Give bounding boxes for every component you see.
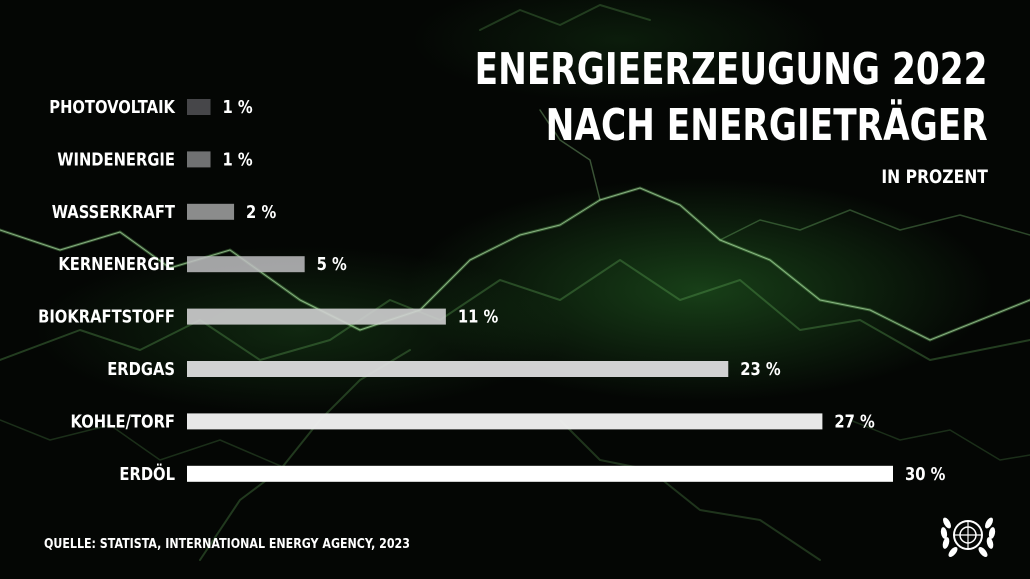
- value-label: 1 %: [223, 97, 253, 118]
- value-label: 30 %: [905, 463, 945, 484]
- value-label: 2 %: [246, 201, 276, 222]
- bar: [187, 151, 211, 168]
- bar: [187, 99, 211, 115]
- bar: [187, 361, 729, 377]
- category-label: BIOKRAFTSTOFF: [38, 306, 175, 327]
- bar: [187, 256, 305, 273]
- bar: [187, 413, 823, 430]
- value-label: 1 %: [223, 149, 253, 170]
- category-label: KOHLE/TORF: [71, 411, 175, 432]
- category-label: WINDENERGIE: [57, 149, 175, 170]
- value-label: 5 %: [317, 254, 347, 275]
- value-label: 27 %: [834, 411, 874, 432]
- source-note: QUELLE: STATISTA, INTERNATIONAL ENERGY A…: [44, 537, 410, 552]
- bar: [187, 308, 446, 325]
- bar: [187, 203, 235, 220]
- chart-title-line-2: NACH ENERGIETRÄGER: [545, 100, 988, 151]
- value-label: 23 %: [740, 359, 780, 380]
- value-label: 11 %: [458, 306, 498, 327]
- category-label: PHOTOVOLTAIK: [49, 97, 176, 118]
- chart-title-line-1: ENERGIEERZEUGUNG 2022: [475, 44, 988, 95]
- category-label: ERDÖL: [119, 463, 175, 484]
- category-label: KERNENERGIE: [58, 254, 175, 275]
- category-label: WASSERKRAFT: [52, 201, 176, 222]
- un-emblem-icon: [940, 517, 996, 557]
- chart-subtitle: IN PROZENT: [881, 166, 988, 188]
- bar: [187, 465, 893, 482]
- category-label: ERDGAS: [107, 359, 175, 380]
